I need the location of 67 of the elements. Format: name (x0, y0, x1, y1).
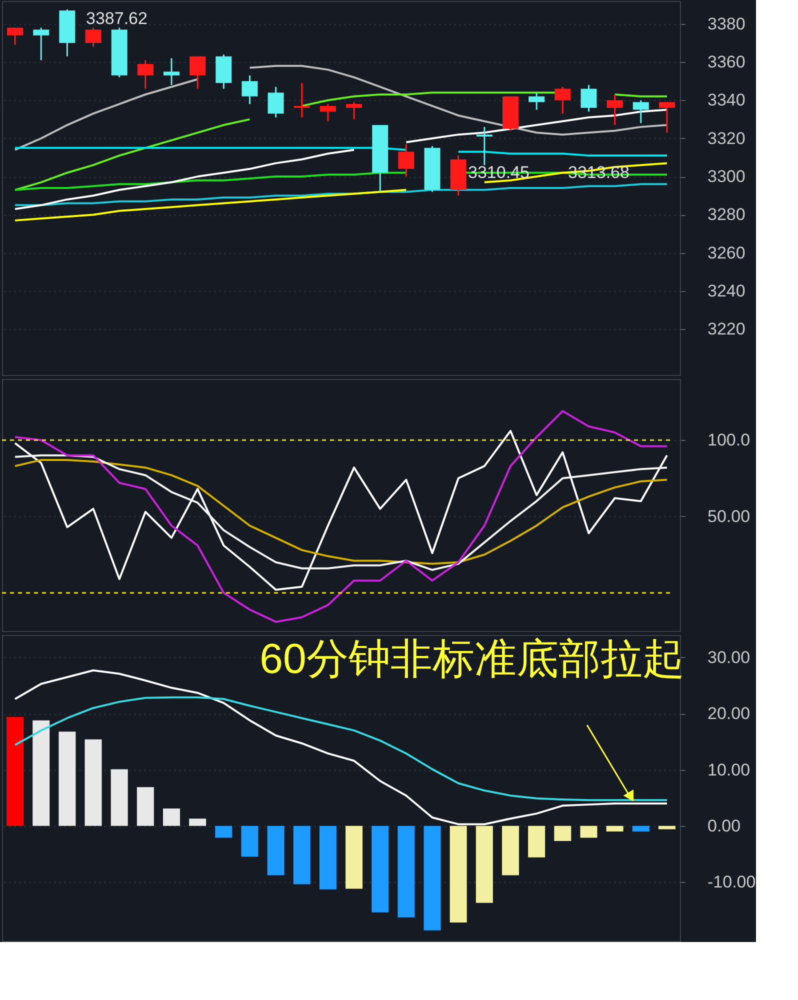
candlestick (33, 26, 50, 61)
candlestick (554, 86, 571, 114)
bar (136, 787, 154, 826)
y-tick-label: 50.00 (708, 506, 750, 526)
line-series (14, 410, 668, 623)
candlestick (242, 74, 258, 105)
bar (32, 720, 50, 826)
candlestick (294, 82, 310, 118)
y-tick-label: 3340 (708, 90, 746, 110)
candlestick (398, 143, 414, 178)
y-tick-label: 3300 (708, 167, 746, 186)
bar (346, 826, 363, 889)
candlestick (320, 103, 336, 122)
y-tick-label: -10.00 (708, 872, 756, 892)
bar (293, 826, 310, 884)
bar (398, 826, 415, 918)
bar (502, 826, 519, 876)
bar (528, 826, 546, 858)
candlestick (85, 26, 102, 48)
bar (606, 826, 624, 832)
bar (580, 826, 598, 838)
candlestick (476, 126, 492, 166)
candlestick (164, 57, 180, 86)
y-tick-label: 3260 (708, 243, 746, 262)
line-series (14, 430, 668, 591)
y-tick-label: 3220 (708, 320, 746, 339)
candlestick (658, 101, 675, 134)
bar (6, 716, 24, 826)
candlestick (632, 99, 649, 124)
bar (58, 732, 76, 826)
bar (632, 826, 650, 832)
y-tick-label: 3360 (708, 52, 746, 72)
y-tick-label: 3240 (708, 282, 746, 301)
y-tick-label: 3280 (708, 205, 746, 224)
candlestick (580, 84, 597, 112)
y-tick-label: 30.00 (708, 648, 750, 667)
line-series (14, 696, 668, 802)
bar (476, 826, 493, 903)
candlestick (190, 56, 206, 90)
bar (424, 826, 441, 930)
candlestick (528, 92, 545, 111)
y-tick-label: 100.0 (708, 430, 750, 450)
bar (658, 826, 676, 830)
bar (110, 769, 128, 826)
annotation: 3387.62 (86, 9, 148, 28)
bar (189, 818, 206, 826)
y-tick-label: 10.00 (708, 760, 750, 780)
candlestick (606, 94, 623, 126)
y-tick-label: 3320 (708, 128, 746, 148)
bar (319, 826, 336, 890)
candlestick (346, 101, 362, 120)
candlestick (137, 59, 154, 90)
bar (241, 826, 258, 857)
bar (372, 826, 389, 912)
line-series (14, 183, 668, 206)
candlestick (7, 26, 24, 46)
bar (215, 826, 232, 838)
y-tick-label: 3380 (708, 14, 746, 34)
bar (554, 826, 572, 842)
candlestick (268, 86, 284, 118)
bar (267, 826, 284, 876)
bar (163, 808, 180, 826)
bar (450, 826, 467, 922)
bar (84, 739, 102, 826)
y-tick-label: 20.00 (708, 704, 750, 724)
y-tick-label: 0.00 (708, 816, 741, 836)
annotation: 60分钟非标准底部拉起 (260, 635, 684, 682)
